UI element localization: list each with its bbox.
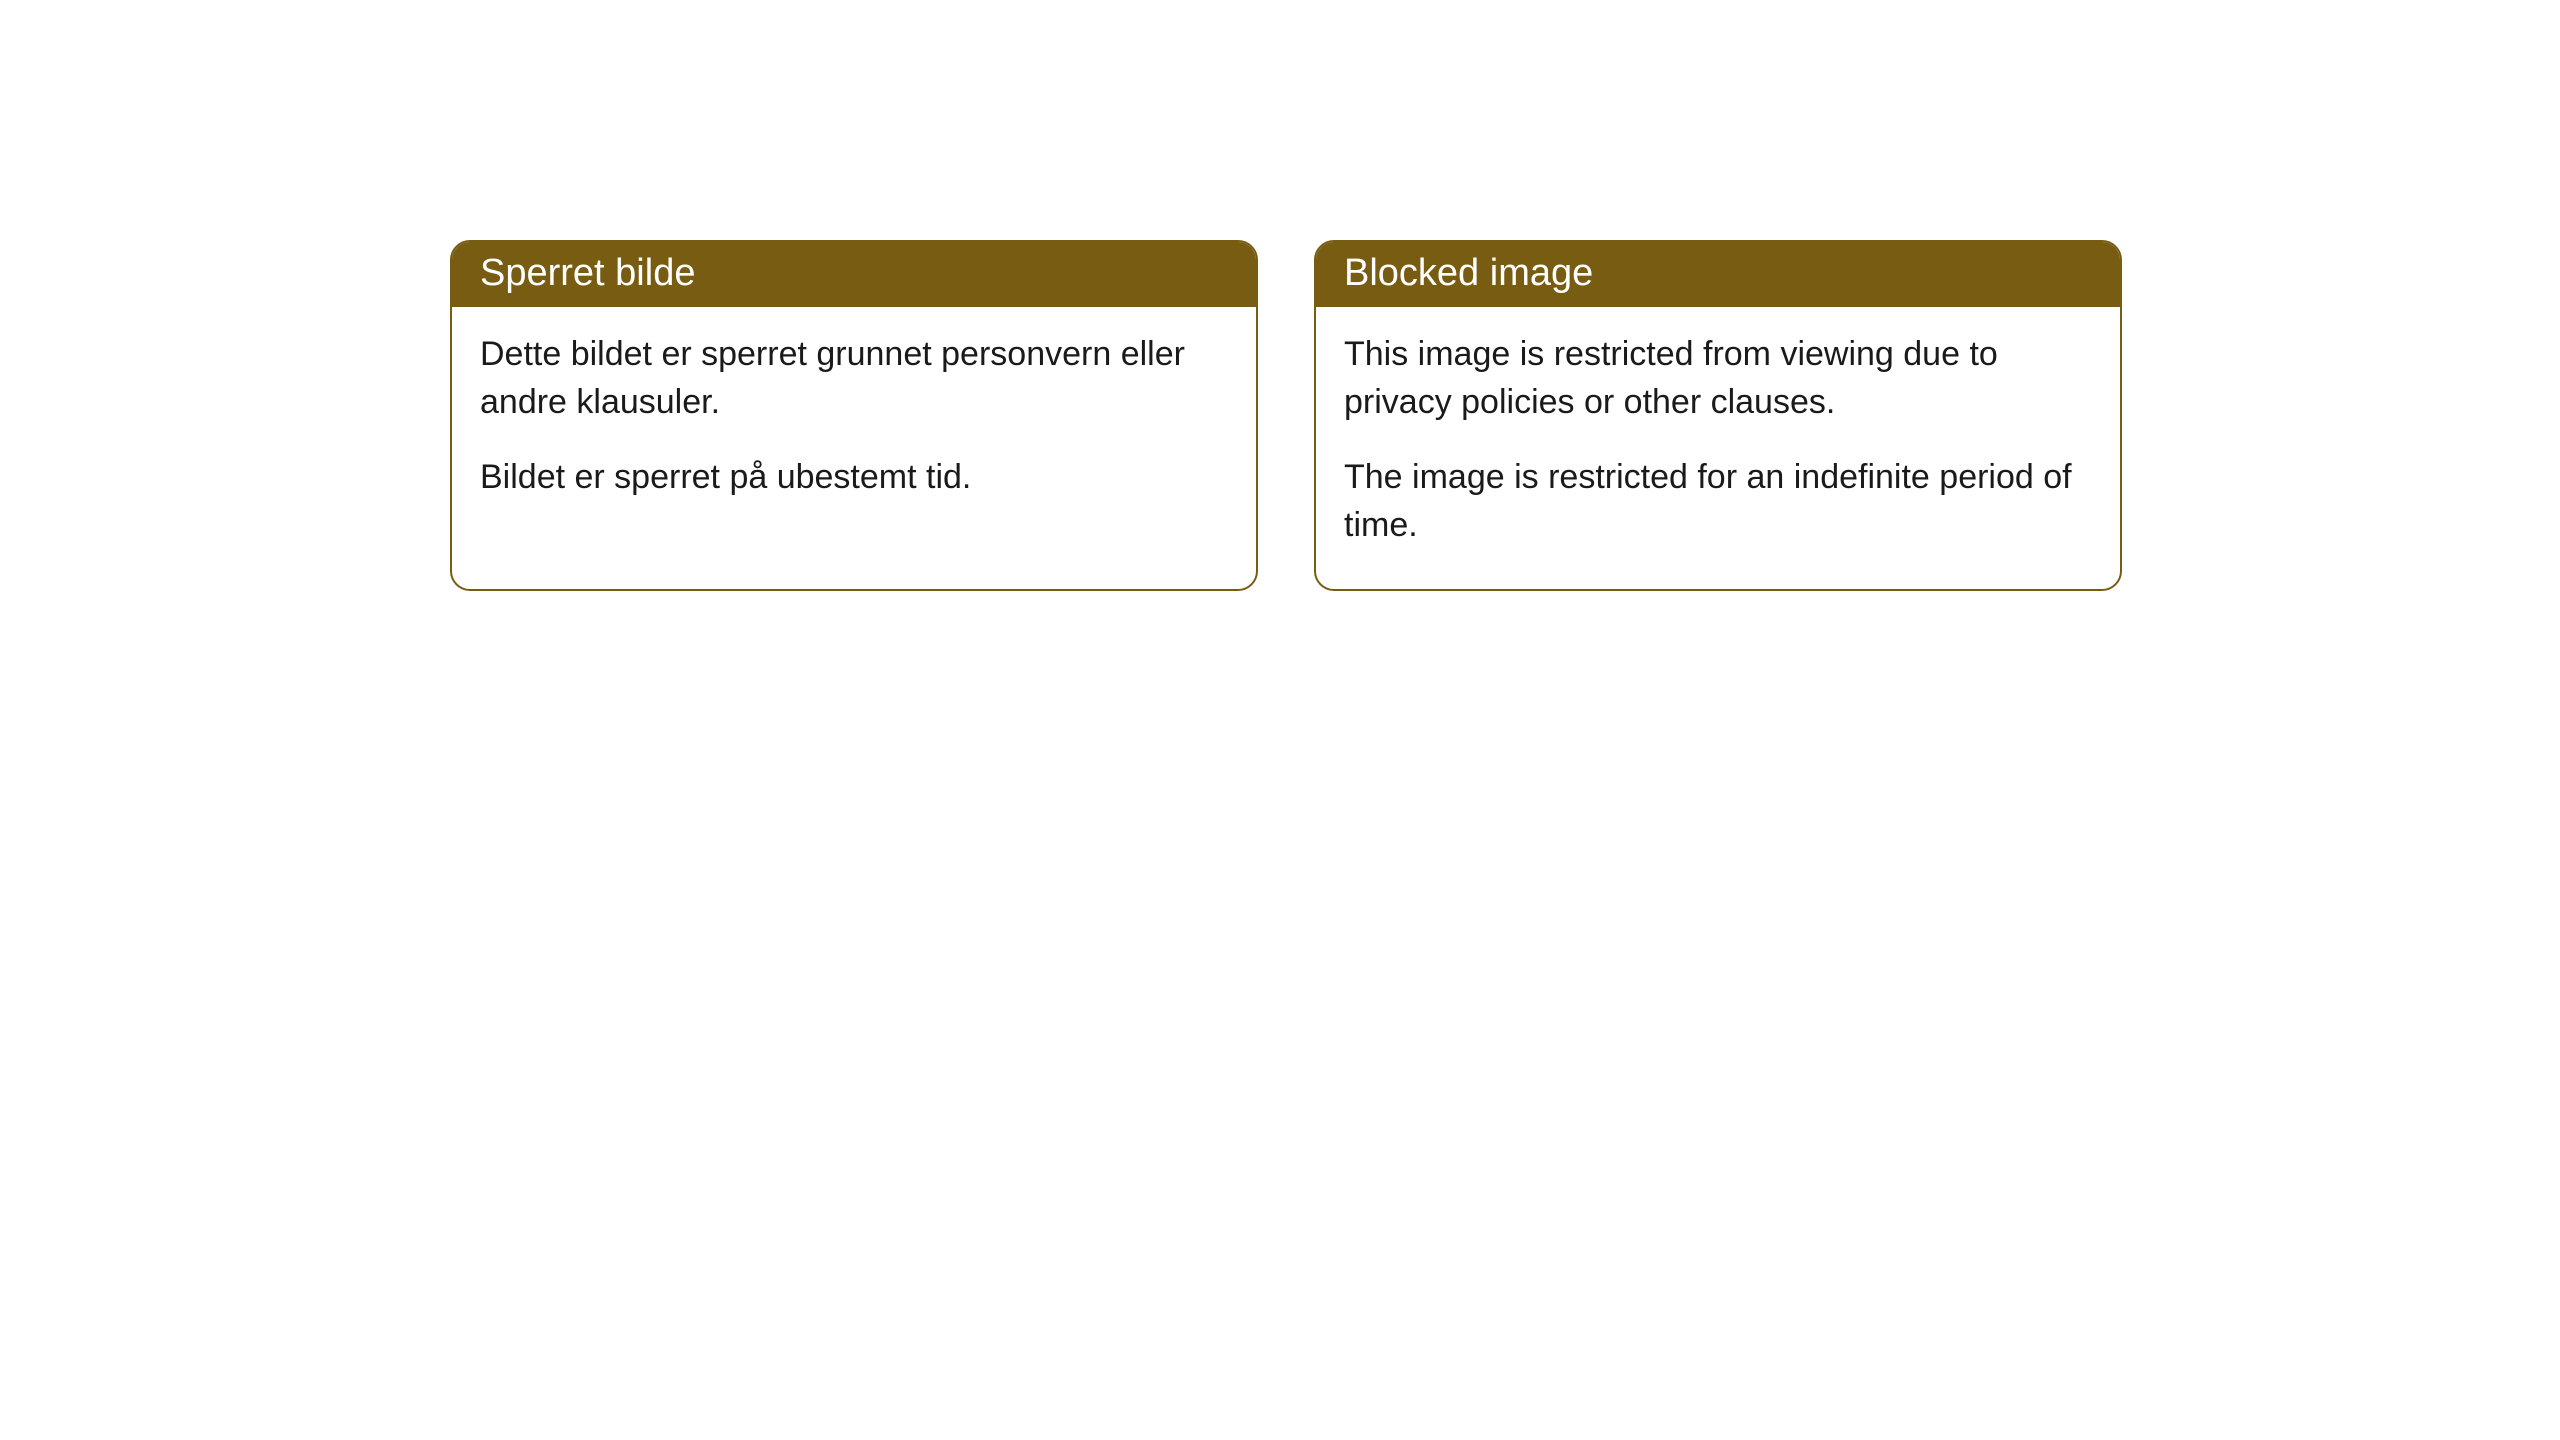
card-title-en: Blocked image [1316,242,2120,307]
notice-card-no: Sperret bilde Dette bildet er sperret gr… [450,240,1258,591]
card-title-no: Sperret bilde [452,242,1256,307]
card-text-no-2: Bildet er sperret på ubestemt tid. [480,454,1228,502]
card-text-no-1: Dette bildet er sperret grunnet personve… [480,331,1228,426]
card-body-no: Dette bildet er sperret grunnet personve… [452,307,1256,542]
card-body-en: This image is restricted from viewing du… [1316,307,2120,589]
notice-card-en: Blocked image This image is restricted f… [1314,240,2122,591]
card-text-en-2: The image is restricted for an indefinit… [1344,454,2092,549]
notice-cards-container: Sperret bilde Dette bildet er sperret gr… [450,240,2560,591]
card-text-en-1: This image is restricted from viewing du… [1344,331,2092,426]
